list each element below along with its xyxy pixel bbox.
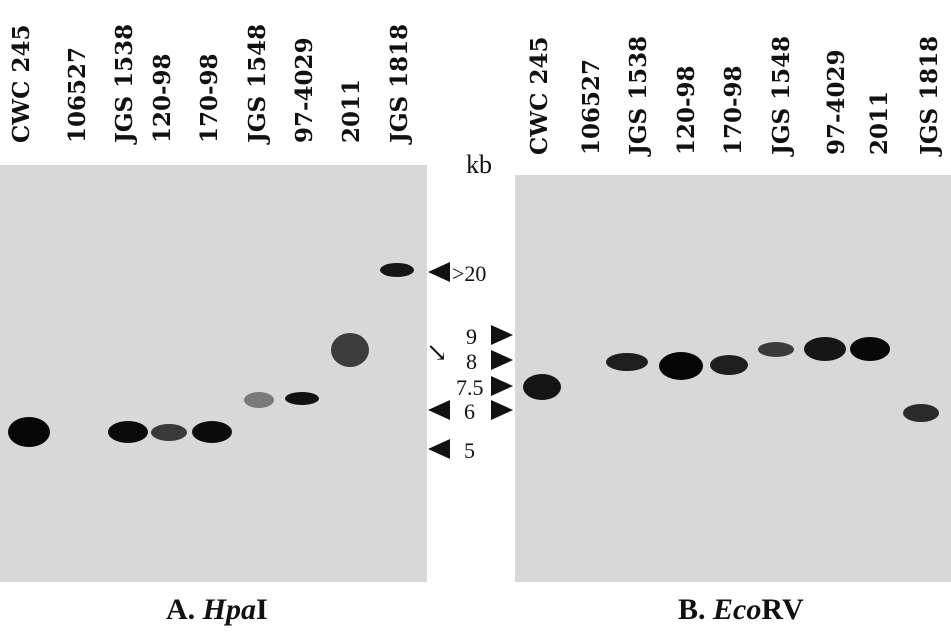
lane-label-a-4: 120-98 xyxy=(149,53,176,143)
lane-label-a-8: 2011 xyxy=(338,78,365,143)
marker-arrow-20 xyxy=(428,262,450,282)
lane-label-a-2: 106527 xyxy=(64,46,91,143)
caption-b-italic: Eco xyxy=(713,593,762,626)
marker-arrow-8 xyxy=(491,350,513,370)
caption-a-prefix: A. xyxy=(166,593,203,626)
marker-label-6: 6 xyxy=(464,399,475,424)
band-a-170-98 xyxy=(192,421,232,443)
lane-label-a-9: JGS 1818 xyxy=(386,23,413,143)
marker-label-5: 5 xyxy=(464,438,475,463)
lane-label-b-2: 106527 xyxy=(578,58,605,155)
band-a-2011 xyxy=(331,333,369,367)
caption-panel-b: B. EcoRV xyxy=(678,593,804,627)
band-a-120-98 xyxy=(151,424,187,441)
marker-arrow-5 xyxy=(428,439,450,459)
marker-label-7-5: 7.5 xyxy=(456,375,484,400)
lane-label-b-5: 170-98 xyxy=(720,65,747,155)
lane-label-a-7: 97-4029 xyxy=(291,37,318,143)
marker-label-20: >20 xyxy=(452,261,487,286)
band-a-jgs1818 xyxy=(380,263,414,277)
band-b-120-98 xyxy=(659,352,703,380)
lane-label-a-5: 170-98 xyxy=(196,53,223,143)
marker-label-9: 9 xyxy=(466,324,477,349)
caption-panel-a: A. HpaI xyxy=(166,593,268,627)
marker-arrow-6-left xyxy=(428,400,450,420)
marker-label-8: 8 xyxy=(466,349,477,374)
lane-label-b-6: JGS 1548 xyxy=(768,35,795,155)
kb-unit-label: kb xyxy=(466,150,492,179)
diagonal-arrow-icon: ↘ xyxy=(426,338,448,367)
lane-label-b-9: JGS 1818 xyxy=(916,35,943,155)
lane-label-b-4: 120-98 xyxy=(673,65,700,155)
blot-panel-b xyxy=(515,175,951,582)
lane-label-a-1: CWC 245 xyxy=(8,24,35,143)
band-a-cwc245 xyxy=(8,417,50,447)
band-a-jgs1548 xyxy=(244,392,274,408)
marker-arrow-6-right xyxy=(491,400,513,420)
lane-label-b-3: JGS 1538 xyxy=(625,35,652,155)
caption-a-suffix: I xyxy=(256,593,268,626)
lane-label-b-1: CWC 245 xyxy=(526,36,553,155)
band-b-jgs1538 xyxy=(606,353,648,371)
lane-label-b-8: 2011 xyxy=(866,90,893,155)
band-b-cwc245 xyxy=(523,374,561,400)
caption-b-suffix: RV xyxy=(761,593,804,626)
caption-b-prefix: B. xyxy=(678,593,714,626)
lane-label-a-3: JGS 1538 xyxy=(111,23,138,143)
band-b-jgs1818 xyxy=(903,404,939,422)
band-b-97-4029 xyxy=(804,337,846,361)
band-b-jgs1548 xyxy=(758,342,794,357)
marker-arrow-9 xyxy=(491,325,513,345)
caption-a-italic: Hpa xyxy=(202,593,257,626)
marker-arrow-7-5 xyxy=(491,376,513,396)
blot-panel-a xyxy=(0,165,427,582)
band-a-jgs1538 xyxy=(108,421,148,443)
band-a-97-4029 xyxy=(285,392,319,405)
band-b-2011 xyxy=(850,337,890,361)
lane-label-b-7: 97-4029 xyxy=(823,49,850,155)
band-b-170-98 xyxy=(710,355,748,375)
lane-label-a-6: JGS 1548 xyxy=(244,23,271,143)
